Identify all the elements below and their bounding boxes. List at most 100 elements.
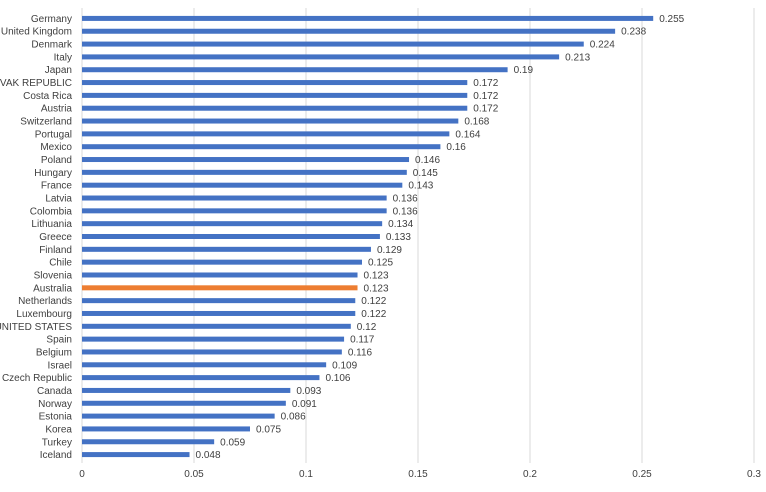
category-label: SLOVAK REPUBLIC (0, 78, 72, 89)
bar-united-states (82, 323, 351, 329)
category-label: Poland (41, 155, 72, 166)
data-label: 0.172 (473, 78, 498, 89)
bar-colombia (82, 208, 387, 214)
data-label: 0.213 (565, 52, 590, 63)
category-label: Spain (46, 335, 72, 346)
data-label: 0.19 (514, 65, 534, 76)
bar-belgium (82, 349, 342, 355)
data-label: 0.106 (325, 373, 350, 384)
data-label: 0.145 (413, 168, 438, 179)
bar-chile (82, 259, 362, 265)
category-label: Japan (45, 65, 72, 76)
bar-switzerland (82, 118, 459, 124)
category-label: Luxembourg (16, 309, 72, 320)
bar-netherlands (82, 298, 356, 304)
data-label: 0.125 (368, 258, 393, 269)
category-label: Canada (37, 386, 72, 397)
bar-norway (82, 400, 286, 406)
category-label: Switzerland (20, 117, 72, 128)
category-label: Norway (38, 399, 72, 410)
bar-canada (82, 387, 291, 393)
bar-costa-rica (82, 92, 468, 98)
data-label: 0.133 (386, 232, 411, 243)
data-label: 0.091 (292, 399, 317, 410)
x-axis-ticks: 0 0.05 0.1 0.15 0.2 0.25 0.3 (79, 469, 761, 480)
bar-iceland (82, 452, 190, 458)
category-label: Costa Rica (23, 91, 72, 102)
data-label: 0.116 (348, 347, 373, 358)
data-label: 0.136 (393, 194, 418, 205)
category-label: Mexico (40, 142, 72, 153)
bar-poland (82, 157, 410, 163)
data-label: 0.255 (659, 14, 684, 25)
data-label: 0.238 (621, 27, 646, 38)
data-label: 0.117 (350, 335, 375, 346)
bar-latvia (82, 195, 387, 201)
data-label: 0.086 (281, 412, 306, 423)
data-label: 0.12 (357, 322, 377, 333)
bar-japan (82, 67, 508, 73)
x-tick-label: 0.05 (184, 469, 204, 480)
bar-lithuania (82, 221, 383, 227)
data-label: 0.134 (388, 219, 413, 230)
category-label: Australia (33, 283, 72, 294)
data-label: 0.122 (361, 309, 386, 320)
category-label: Estonia (39, 412, 73, 423)
category-label: Netherlands (18, 296, 72, 307)
data-label: 0.093 (296, 386, 321, 397)
bars (82, 15, 654, 458)
category-label: Iceland (40, 450, 72, 461)
category-label: Lithuania (31, 219, 72, 230)
x-tick-label: 0.3 (747, 469, 761, 480)
data-label: 0.075 (256, 424, 281, 435)
category-label: Slovenia (34, 270, 73, 281)
category-label: Germany (31, 14, 72, 25)
data-label: 0.109 (332, 360, 357, 371)
bar-luxembourg (82, 310, 356, 316)
bar-united-kingdom (82, 28, 616, 34)
x-tick-label: 0.15 (408, 469, 428, 480)
bar-germany (82, 15, 654, 21)
data-label: 0.16 (446, 142, 466, 153)
data-label: 0.172 (473, 91, 498, 102)
bar-greece (82, 234, 380, 239)
data-label: 0.136 (393, 206, 418, 217)
data-label: 0.168 (464, 117, 489, 128)
category-label: Portugal (35, 129, 72, 140)
category-label: Korea (45, 424, 72, 435)
category-label: Latvia (45, 194, 72, 205)
bar-france (82, 182, 403, 188)
data-label: 0.224 (590, 40, 615, 51)
bar-estonia (82, 413, 275, 419)
category-label: France (41, 181, 73, 192)
category-label: Israel (48, 360, 72, 371)
data-label: 0.172 (473, 104, 498, 115)
bar-australia (82, 285, 358, 291)
category-label: Austria (41, 104, 73, 115)
bar-portugal (82, 131, 450, 137)
category-label: Chile (49, 258, 72, 269)
bar-israel (82, 362, 327, 368)
category-label: Hungary (34, 168, 72, 179)
category-label: Greece (39, 232, 72, 243)
x-tick-label: 0.1 (299, 469, 313, 480)
category-label: Czech Republic (2, 373, 72, 384)
bar-turkey (82, 439, 215, 445)
bar-austria (82, 105, 468, 111)
data-label: 0.146 (415, 155, 440, 166)
category-label: Turkey (42, 437, 72, 448)
bar-finland (82, 246, 371, 252)
bar-denmark (82, 41, 584, 47)
x-tick-label: 0.25 (632, 469, 652, 480)
bar-mexico (82, 144, 441, 150)
data-label: 0.122 (361, 296, 386, 307)
category-label: Italy (54, 52, 72, 63)
bar-czech-republic (82, 375, 320, 381)
data-label: 0.143 (408, 181, 433, 192)
data-label: 0.059 (220, 437, 245, 448)
data-label: 0.123 (364, 283, 389, 294)
data-label: 0.048 (196, 450, 221, 461)
bar-hungary (82, 169, 407, 175)
